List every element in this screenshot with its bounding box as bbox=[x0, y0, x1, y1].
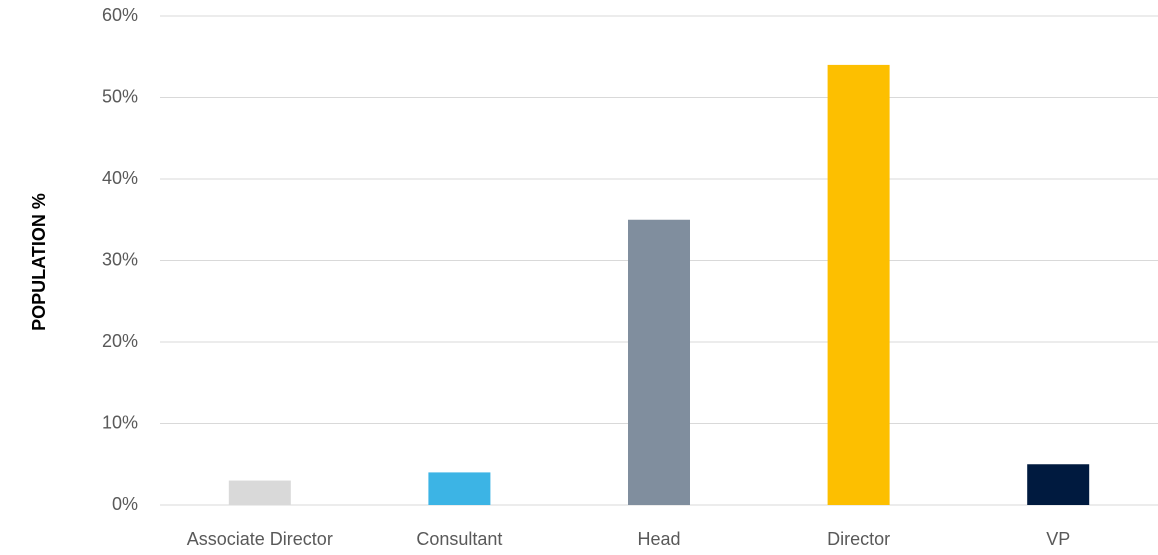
bar bbox=[428, 472, 491, 505]
y-tick-label: 40% bbox=[102, 168, 138, 188]
x-tick-label: VP bbox=[1046, 529, 1070, 549]
x-tick-label: Director bbox=[827, 529, 890, 549]
y-tick-label: 30% bbox=[102, 249, 138, 269]
bar bbox=[228, 480, 291, 505]
x-tick-label: Consultant bbox=[416, 529, 502, 549]
x-tick-label: Associate Director bbox=[187, 529, 333, 549]
bar bbox=[827, 64, 890, 506]
y-tick-label: 10% bbox=[102, 412, 138, 432]
y-tick-label: 20% bbox=[102, 331, 138, 351]
y-tick-label: 0% bbox=[112, 494, 138, 514]
y-tick-label: 50% bbox=[102, 86, 138, 106]
y-axis-label: POPULATION % bbox=[29, 193, 49, 331]
bar bbox=[1027, 464, 1090, 505]
bar bbox=[628, 219, 690, 505]
y-tick-label: 60% bbox=[102, 5, 138, 25]
x-tick-label: Head bbox=[637, 529, 680, 549]
